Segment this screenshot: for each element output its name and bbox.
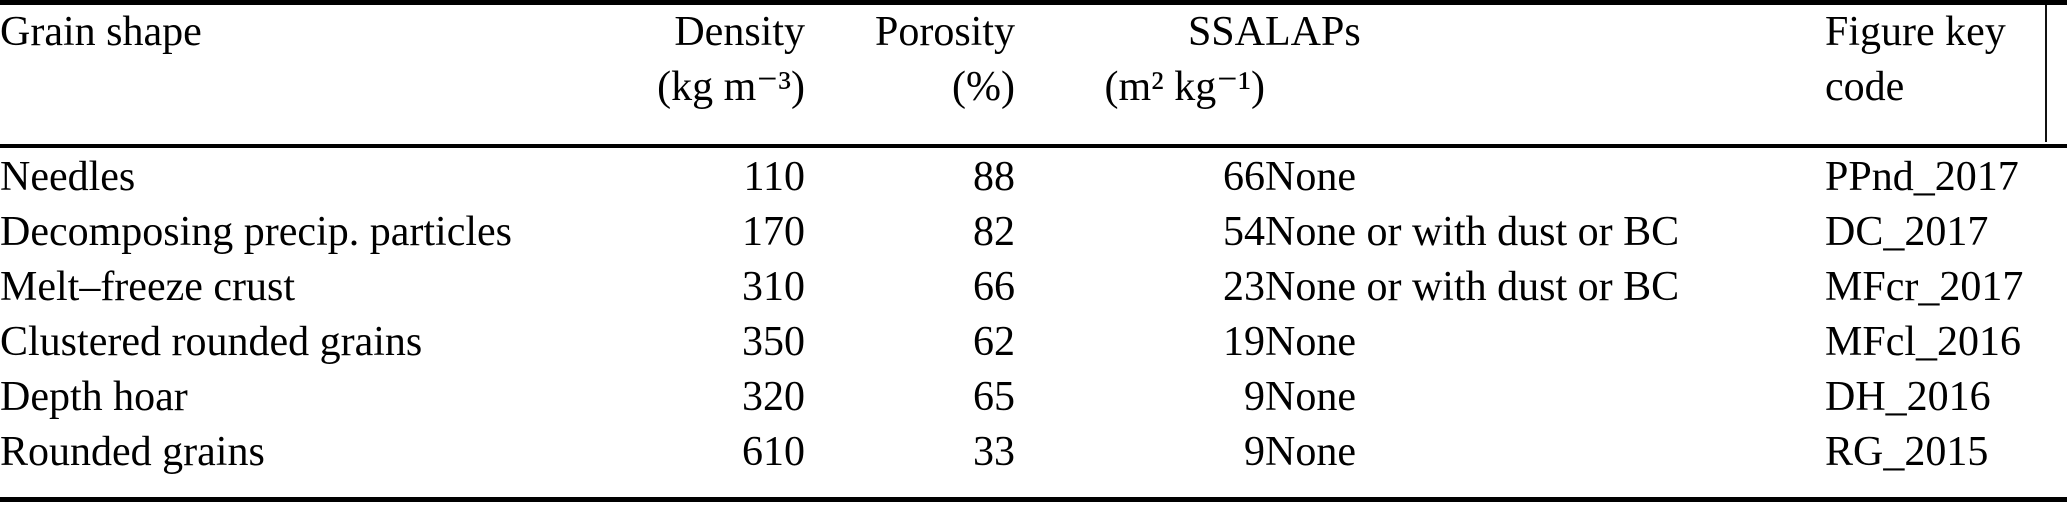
cell-figure-key-code: MFcl_2016: [1825, 319, 2022, 365]
cell-porosity: 33: [973, 429, 1015, 475]
cell-density: 310: [742, 264, 805, 310]
col-header-grain-shape: Grain shape: [0, 5, 560, 148]
cell-laps: None or with dust or BC: [1265, 264, 1680, 310]
col-header-label: Figure key: [1825, 9, 2006, 55]
header-row: Grain shape Density (kg m⁻³) Porosity (%…: [0, 5, 2067, 148]
cell-figure-key-code: DC_2017: [1825, 209, 1989, 255]
table-header: Grain shape Density (kg m⁻³) Porosity (%…: [0, 5, 2067, 148]
cell-figure-key-code: PPnd_2017: [1825, 154, 2019, 200]
col-header-unit: [0, 60, 560, 115]
col-header-density: Density (kg m⁻³): [560, 5, 805, 148]
col-header-unit: code: [1825, 64, 1905, 110]
col-header-figure-key-code: Figure key code: [1825, 5, 2067, 148]
cell-ssa: 9: [1244, 374, 1265, 420]
col-header-label: LAPs: [1265, 9, 1361, 55]
table-row: Melt–freeze crust 310 66 23 None or with…: [0, 260, 2067, 315]
cell-laps: None: [1265, 154, 1356, 200]
cell-laps: None: [1265, 429, 1356, 475]
cell-porosity: 88: [973, 154, 1015, 200]
col-header-unit: (%): [952, 64, 1015, 110]
cell-porosity: 65: [973, 374, 1015, 420]
cell-grain-shape: Decomposing precip. particles: [0, 209, 512, 255]
table-row: Depth hoar 320 65 9 None DH_2016: [0, 370, 2067, 425]
cell-laps: None: [1265, 374, 1356, 420]
grain-shape-properties-table: Grain shape Density (kg m⁻³) Porosity (%…: [0, 5, 2067, 480]
col-header-unit: (m² kg⁻¹): [1104, 64, 1266, 110]
cell-density: 350: [742, 319, 805, 365]
col-header-porosity: Porosity (%): [805, 5, 1015, 148]
cell-laps: None or with dust or BC: [1265, 209, 1680, 255]
cell-density: 610: [742, 429, 805, 475]
table-body: Needles 110 88 66 None PPnd_2017 Decompo…: [0, 146, 2067, 480]
cell-grain-shape: Depth hoar: [0, 374, 188, 420]
cell-porosity: 62: [973, 319, 1015, 365]
cell-ssa: 23: [1223, 264, 1265, 310]
cell-density: 110: [743, 154, 805, 200]
cell-grain-shape: Melt–freeze crust: [0, 264, 296, 310]
table-top-rule: [0, 0, 2067, 5]
cell-grain-shape: Clustered rounded grains: [0, 319, 423, 365]
cell-ssa: 19: [1223, 319, 1265, 365]
table-row: Rounded grains 610 33 9 None RG_2015: [0, 425, 2067, 480]
table-bottom-rule: [0, 497, 2067, 502]
cell-figure-key-code: RG_2015: [1825, 429, 1989, 475]
table-row: Decomposing precip. particles 170 82 54 …: [0, 205, 2067, 260]
cell-ssa: 54: [1223, 209, 1265, 255]
col-header-ssa: SSA (m² kg⁻¹): [1015, 5, 1266, 148]
cell-laps: None: [1265, 319, 1356, 365]
col-header-label: Grain shape: [0, 9, 202, 55]
cell-density: 320: [742, 374, 805, 420]
col-header-unit: [1265, 60, 1825, 115]
col-header-label: Density: [674, 9, 805, 55]
cell-figure-key-code: DH_2016: [1825, 374, 1991, 420]
cell-figure-key-code: MFcr_2017: [1825, 264, 2024, 310]
table-row: Needles 110 88 66 None PPnd_2017: [0, 146, 2067, 205]
col-header-label: SSA: [1187, 9, 1265, 55]
cell-porosity: 66: [973, 264, 1015, 310]
table-row: Clustered rounded grains 350 62 19 None …: [0, 315, 2067, 370]
cell-density: 170: [742, 209, 805, 255]
cell-ssa: 9: [1244, 429, 1265, 475]
cell-ssa: 66: [1223, 154, 1265, 200]
col-header-label: Porosity: [874, 9, 1015, 55]
cell-porosity: 82: [973, 209, 1015, 255]
col-header-laps: LAPs: [1265, 5, 1825, 148]
col-header-unit: (kg m⁻³): [657, 64, 805, 110]
cell-grain-shape: Rounded grains: [0, 429, 265, 475]
cell-grain-shape: Needles: [0, 154, 136, 200]
